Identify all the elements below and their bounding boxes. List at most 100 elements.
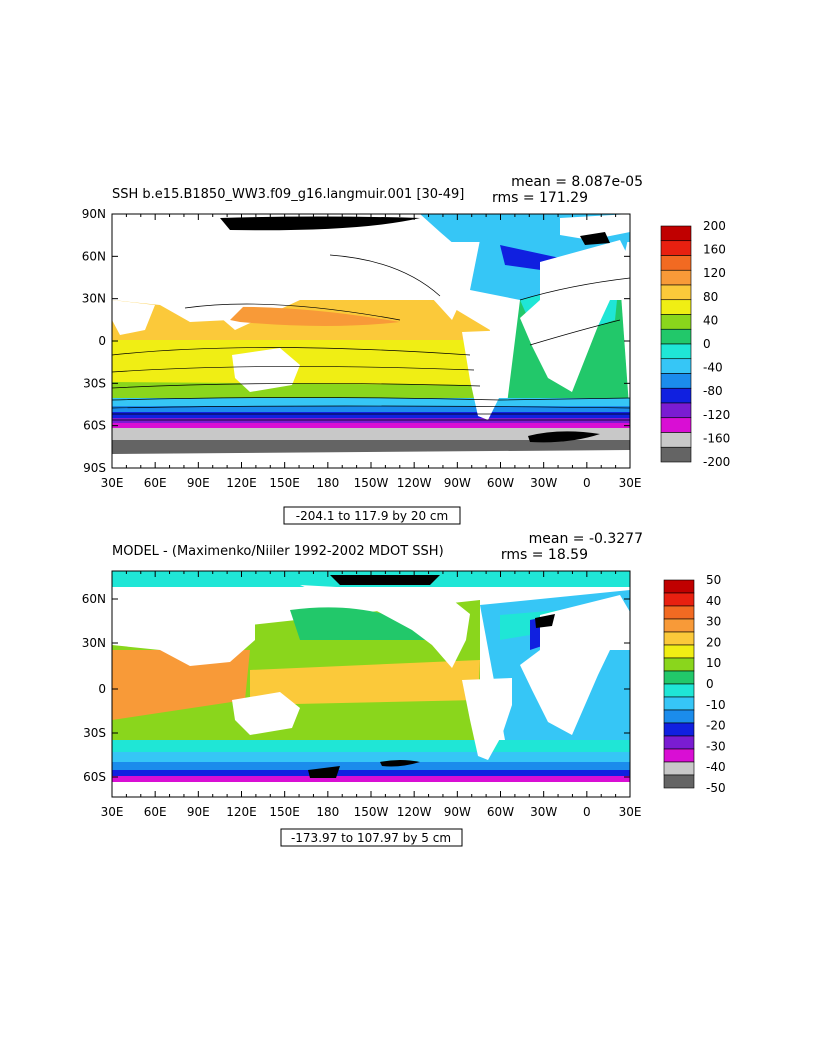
diff-y-tick-label: 30S bbox=[83, 726, 106, 740]
ssh-colorbar-swatch bbox=[660, 402, 692, 419]
diff-x-tick-label: 30E bbox=[619, 805, 642, 819]
ssh-y-tick-label: 30S bbox=[83, 376, 106, 390]
diff-x-tick-label: 0 bbox=[583, 805, 591, 819]
diff-x-tick-label: 90E bbox=[187, 805, 210, 819]
diff-colorbar-swatch bbox=[663, 657, 695, 672]
ssh-colorbar: 200 160 120 80 40 0 -40 -80 -120 -160 -200 bbox=[660, 219, 730, 469]
ssh-colorbar-swatch bbox=[660, 373, 692, 389]
ssh-y-tick-label: 60N bbox=[82, 249, 106, 263]
diff-colorbar-swatch bbox=[663, 722, 695, 737]
diff-panel: mean = -0.3277 rms = 18.59 MODEL - (Maxi… bbox=[82, 531, 726, 847]
ssh-stat-rms: rms = 171.29 bbox=[492, 190, 588, 206]
ssh-colorbar-swatch bbox=[660, 225, 692, 242]
south-america-landmass bbox=[462, 330, 512, 420]
ssh-colorbar-label: 80 bbox=[703, 290, 718, 304]
ssh-colorbar-swatch bbox=[660, 387, 692, 404]
ssh-x-tick-label: 150E bbox=[269, 476, 300, 490]
ssh-colorbar-label: -80 bbox=[703, 384, 723, 398]
diff-x-tick-label: 150E bbox=[269, 805, 300, 819]
ssh-y-tick-label: 0 bbox=[98, 334, 106, 348]
diff-colorbar-label: -40 bbox=[706, 760, 726, 774]
diff-colorbar-label: 40 bbox=[706, 594, 721, 608]
ssh-contour-info: -204.1 to 117.9 by 20 cm bbox=[296, 509, 448, 523]
diff-y-tick-label: 0 bbox=[98, 682, 106, 696]
diff-colorbar-label: -20 bbox=[706, 719, 726, 733]
diff-colorbar-swatch bbox=[663, 579, 695, 594]
diff-title: MODEL - (Maximenko/Niiler 1992-2002 MDOT… bbox=[112, 544, 444, 559]
diff-colorbar-label: 20 bbox=[706, 635, 721, 649]
diff-x-tick-label: 30E bbox=[101, 805, 124, 819]
diff-x-tick-label: 60E bbox=[144, 805, 167, 819]
ssh-x-tick-label: 30E bbox=[619, 476, 642, 490]
diff-x-tick-label: 90W bbox=[444, 805, 471, 819]
australia-landmass bbox=[232, 348, 300, 392]
diff-colorbar-swatch bbox=[663, 709, 695, 724]
diff-colorbar-label: -30 bbox=[706, 739, 726, 753]
diff-stat-rms: rms = 18.59 bbox=[501, 547, 588, 563]
ssh-x-tick-label: 60W bbox=[487, 476, 514, 490]
diff-x-tick-label: 60W bbox=[487, 805, 514, 819]
diff-contour-info-box bbox=[280, 828, 463, 847]
ssh-colorbar-swatch bbox=[660, 255, 692, 271]
ssh-colorbar-swatch bbox=[660, 432, 692, 448]
diff-colorbar-swatch bbox=[663, 592, 695, 607]
ssh-title: SSH b.e15.B1850_WW3.f09_g16.langmuir.001… bbox=[112, 187, 464, 202]
ssh-x-tick-label: 60E bbox=[144, 476, 167, 490]
ssh-colorbar-label: 160 bbox=[703, 243, 726, 257]
ssh-colorbar-swatch bbox=[660, 314, 692, 330]
diff-x-tick-label: 120W bbox=[397, 805, 432, 819]
ssh-map bbox=[112, 214, 630, 468]
diff-y-tick-label: 60N bbox=[82, 592, 106, 606]
ssh-colorbar-label: -200 bbox=[703, 455, 730, 469]
ssh-colorbar-swatch bbox=[660, 269, 692, 286]
ssh-contour-info-box bbox=[283, 506, 461, 525]
ssh-colorbar-swatch bbox=[660, 446, 692, 463]
diff-colorbar-swatch bbox=[663, 761, 695, 776]
diff-map bbox=[112, 571, 630, 797]
diff-colorbar-swatch bbox=[663, 670, 695, 685]
ssh-colorbar-swatch bbox=[660, 328, 692, 345]
diff-stat-mean: mean = -0.3277 bbox=[529, 531, 643, 547]
ssh-x-tick-label: 120E bbox=[226, 476, 257, 490]
ssh-x-tick-label: 150W bbox=[354, 476, 389, 490]
diff-colorbar-swatch bbox=[663, 735, 695, 750]
diff-x-tick-label: 180 bbox=[316, 805, 339, 819]
diff-x-tick-label: 120E bbox=[226, 805, 257, 819]
ssh-x-tick-label: 0 bbox=[583, 476, 591, 490]
ssh-x-tick-label: 30W bbox=[530, 476, 557, 490]
diff-colorbar-label: 10 bbox=[706, 656, 721, 670]
ssh-colorbar-swatch bbox=[660, 240, 692, 256]
ssh-y-tick-label: 90N bbox=[82, 207, 106, 221]
ssh-colorbar-label: 0 bbox=[703, 337, 711, 351]
diff-colorbar-swatch bbox=[663, 605, 695, 620]
ssh-colorbar-swatch bbox=[660, 343, 692, 360]
ssh-axes: 30E 60E 90E 120E 150E 180 150W 120W 90W 60W 30W 0 30… bbox=[82, 207, 642, 490]
diff-colorbar-label: 30 bbox=[706, 615, 721, 629]
diff-colorbar-label: 0 bbox=[706, 677, 714, 691]
asia-landmass bbox=[112, 232, 255, 322]
diff-colorbar-swatch bbox=[663, 631, 695, 646]
ssh-x-tick-label: 90W bbox=[444, 476, 471, 490]
diff-y-tick-label: 30N bbox=[82, 636, 106, 650]
diff-colorbar-swatch bbox=[663, 644, 695, 659]
diff-axes: 30E 60E 90E 120E 150E 180 150W 120W 90W 60W 30W 0 30… bbox=[82, 571, 642, 819]
north-america-landmass bbox=[300, 222, 470, 320]
diff-contour-info: -173.97 to 107.97 by 5 cm bbox=[291, 831, 451, 845]
diff-colorbar-label: -10 bbox=[706, 698, 726, 712]
ssh-colorbar-label: 200 bbox=[703, 219, 726, 233]
diff-colorbar-swatch bbox=[663, 618, 695, 633]
ssh-y-tick-label: 60S bbox=[83, 419, 106, 433]
ssh-colorbar-label: 40 bbox=[703, 313, 718, 327]
ssh-colorbar-label: -160 bbox=[703, 431, 730, 445]
diff-colorbar-label: -50 bbox=[706, 781, 726, 795]
ssh-y-tick-label: 30N bbox=[82, 292, 106, 306]
diff-colorbar-label: 50 bbox=[706, 573, 721, 587]
ssh-y-tick-label: 90S bbox=[83, 461, 106, 475]
diff-y-tick-label: 60S bbox=[83, 770, 106, 784]
diff-x-tick-label: 150W bbox=[354, 805, 389, 819]
diff-colorbar-swatch bbox=[663, 748, 695, 763]
africa-europe-landmass bbox=[520, 240, 630, 392]
ssh-colorbar-label: 120 bbox=[703, 266, 726, 280]
ssh-colorbar-label: -120 bbox=[703, 408, 730, 422]
